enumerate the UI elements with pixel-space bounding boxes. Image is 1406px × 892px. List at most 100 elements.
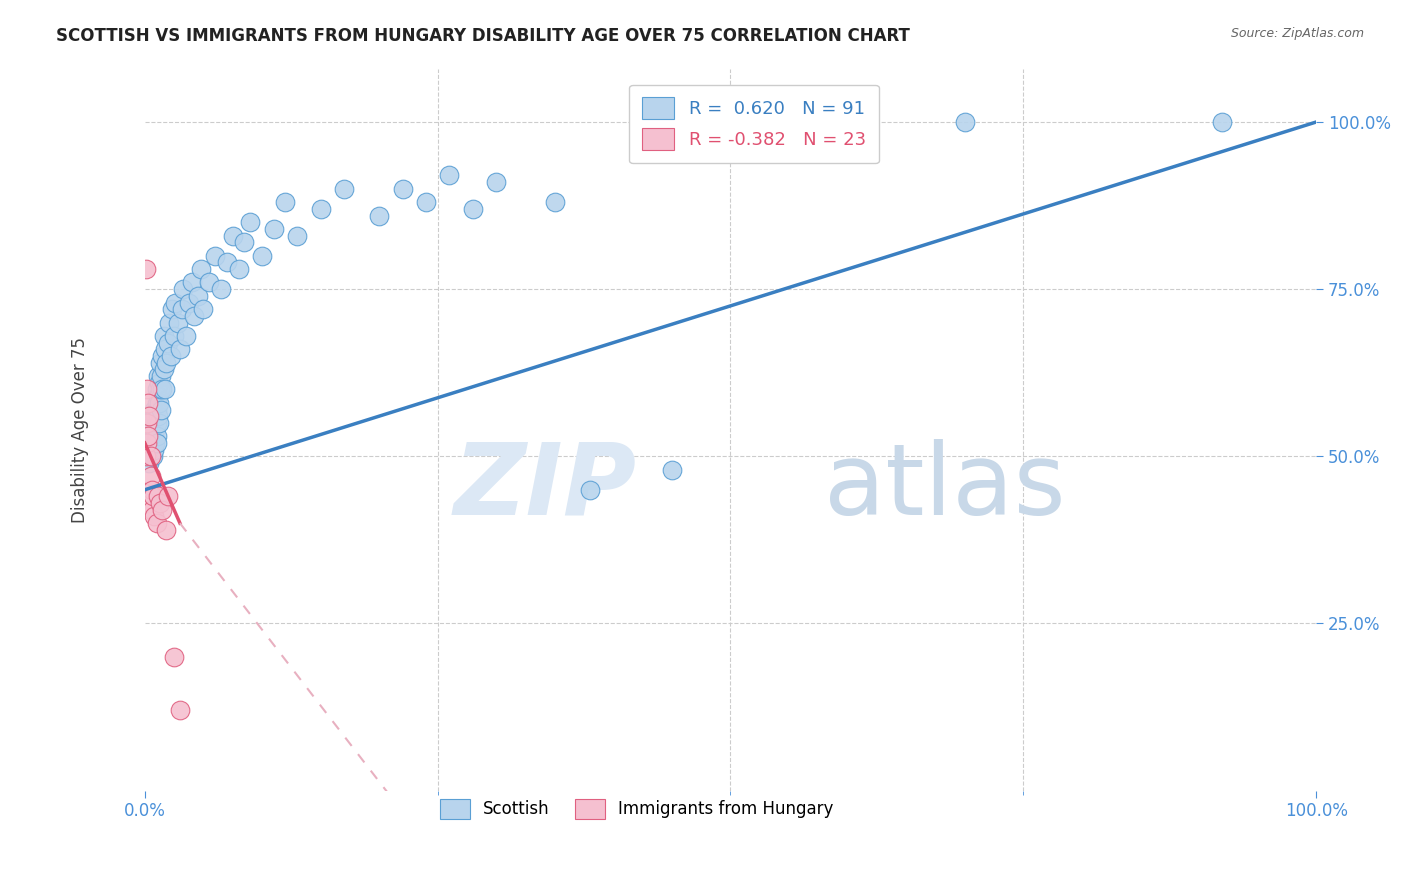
Point xyxy=(391,182,413,196)
Point xyxy=(150,349,173,363)
Point xyxy=(152,329,174,343)
Point xyxy=(179,295,201,310)
Point xyxy=(198,276,221,290)
Point xyxy=(146,409,169,424)
Point xyxy=(309,202,332,216)
Point xyxy=(138,429,160,443)
Point xyxy=(153,343,176,357)
Point xyxy=(146,490,169,504)
Point xyxy=(661,463,683,477)
Point xyxy=(172,302,194,317)
Point xyxy=(139,450,162,464)
Point xyxy=(136,396,159,410)
Point xyxy=(141,503,163,517)
Point xyxy=(141,483,163,497)
Point xyxy=(136,383,159,397)
Point xyxy=(139,469,162,483)
Point xyxy=(145,416,167,430)
Point xyxy=(163,329,186,343)
Point xyxy=(139,429,162,443)
Text: Source: ZipAtlas.com: Source: ZipAtlas.com xyxy=(1230,27,1364,40)
Point xyxy=(285,228,308,243)
Point xyxy=(136,436,159,450)
Point xyxy=(166,316,188,330)
Point xyxy=(263,222,285,236)
Point xyxy=(150,503,173,517)
Point xyxy=(174,329,197,343)
Point xyxy=(274,195,297,210)
Point xyxy=(135,262,157,277)
Point xyxy=(143,436,166,450)
Point xyxy=(145,402,167,417)
Point xyxy=(157,490,180,504)
Point xyxy=(204,249,226,263)
Point xyxy=(233,235,256,250)
Point xyxy=(143,509,166,524)
Point xyxy=(953,115,976,129)
Point xyxy=(150,383,173,397)
Point xyxy=(153,383,176,397)
Point xyxy=(215,255,238,269)
Point xyxy=(141,436,163,450)
Point xyxy=(141,429,163,443)
Point xyxy=(139,442,162,457)
Point xyxy=(141,450,163,464)
Text: SCOTTISH VS IMMIGRANTS FROM HUNGARY DISABILITY AGE OVER 75 CORRELATION CHART: SCOTTISH VS IMMIGRANTS FROM HUNGARY DISA… xyxy=(56,27,910,45)
Point xyxy=(152,362,174,376)
Point xyxy=(145,383,167,397)
Point xyxy=(138,409,160,424)
Point xyxy=(136,442,159,457)
Point xyxy=(485,175,508,189)
Point xyxy=(143,416,166,430)
Point xyxy=(148,396,170,410)
Point xyxy=(180,276,202,290)
Point xyxy=(149,356,172,370)
Point xyxy=(141,416,163,430)
Point xyxy=(138,496,160,510)
Point xyxy=(169,703,191,717)
Point xyxy=(150,369,173,384)
Point xyxy=(143,429,166,443)
Point xyxy=(143,402,166,417)
Point xyxy=(136,450,159,464)
Point xyxy=(461,202,484,216)
Point xyxy=(190,262,212,277)
Point xyxy=(138,450,160,464)
Point xyxy=(149,496,172,510)
Point xyxy=(146,389,169,403)
Point xyxy=(145,429,167,443)
Point xyxy=(228,262,250,277)
Point xyxy=(136,436,159,450)
Legend: Scottish, Immigrants from Hungary: Scottish, Immigrants from Hungary xyxy=(433,792,841,826)
Point xyxy=(169,343,191,357)
Point xyxy=(163,649,186,664)
Point xyxy=(142,436,165,450)
Point xyxy=(159,349,181,363)
Point xyxy=(142,423,165,437)
Point xyxy=(136,429,159,443)
Point xyxy=(221,228,243,243)
Point xyxy=(145,396,167,410)
Point xyxy=(160,302,183,317)
Point xyxy=(139,450,162,464)
Point xyxy=(579,483,602,497)
Point xyxy=(439,169,461,183)
Point xyxy=(143,442,166,457)
Point xyxy=(157,335,180,350)
Point xyxy=(136,416,159,430)
Point xyxy=(138,456,160,470)
Point xyxy=(333,182,356,196)
Point xyxy=(172,282,194,296)
Point xyxy=(146,369,169,384)
Point xyxy=(148,416,170,430)
Point xyxy=(193,302,215,317)
Point xyxy=(139,436,162,450)
Point xyxy=(155,356,177,370)
Text: ZIP: ZIP xyxy=(454,439,637,536)
Point xyxy=(143,423,166,437)
Point xyxy=(135,450,157,464)
Point xyxy=(142,490,165,504)
Point xyxy=(186,289,208,303)
Point xyxy=(165,295,187,310)
Point xyxy=(250,249,273,263)
